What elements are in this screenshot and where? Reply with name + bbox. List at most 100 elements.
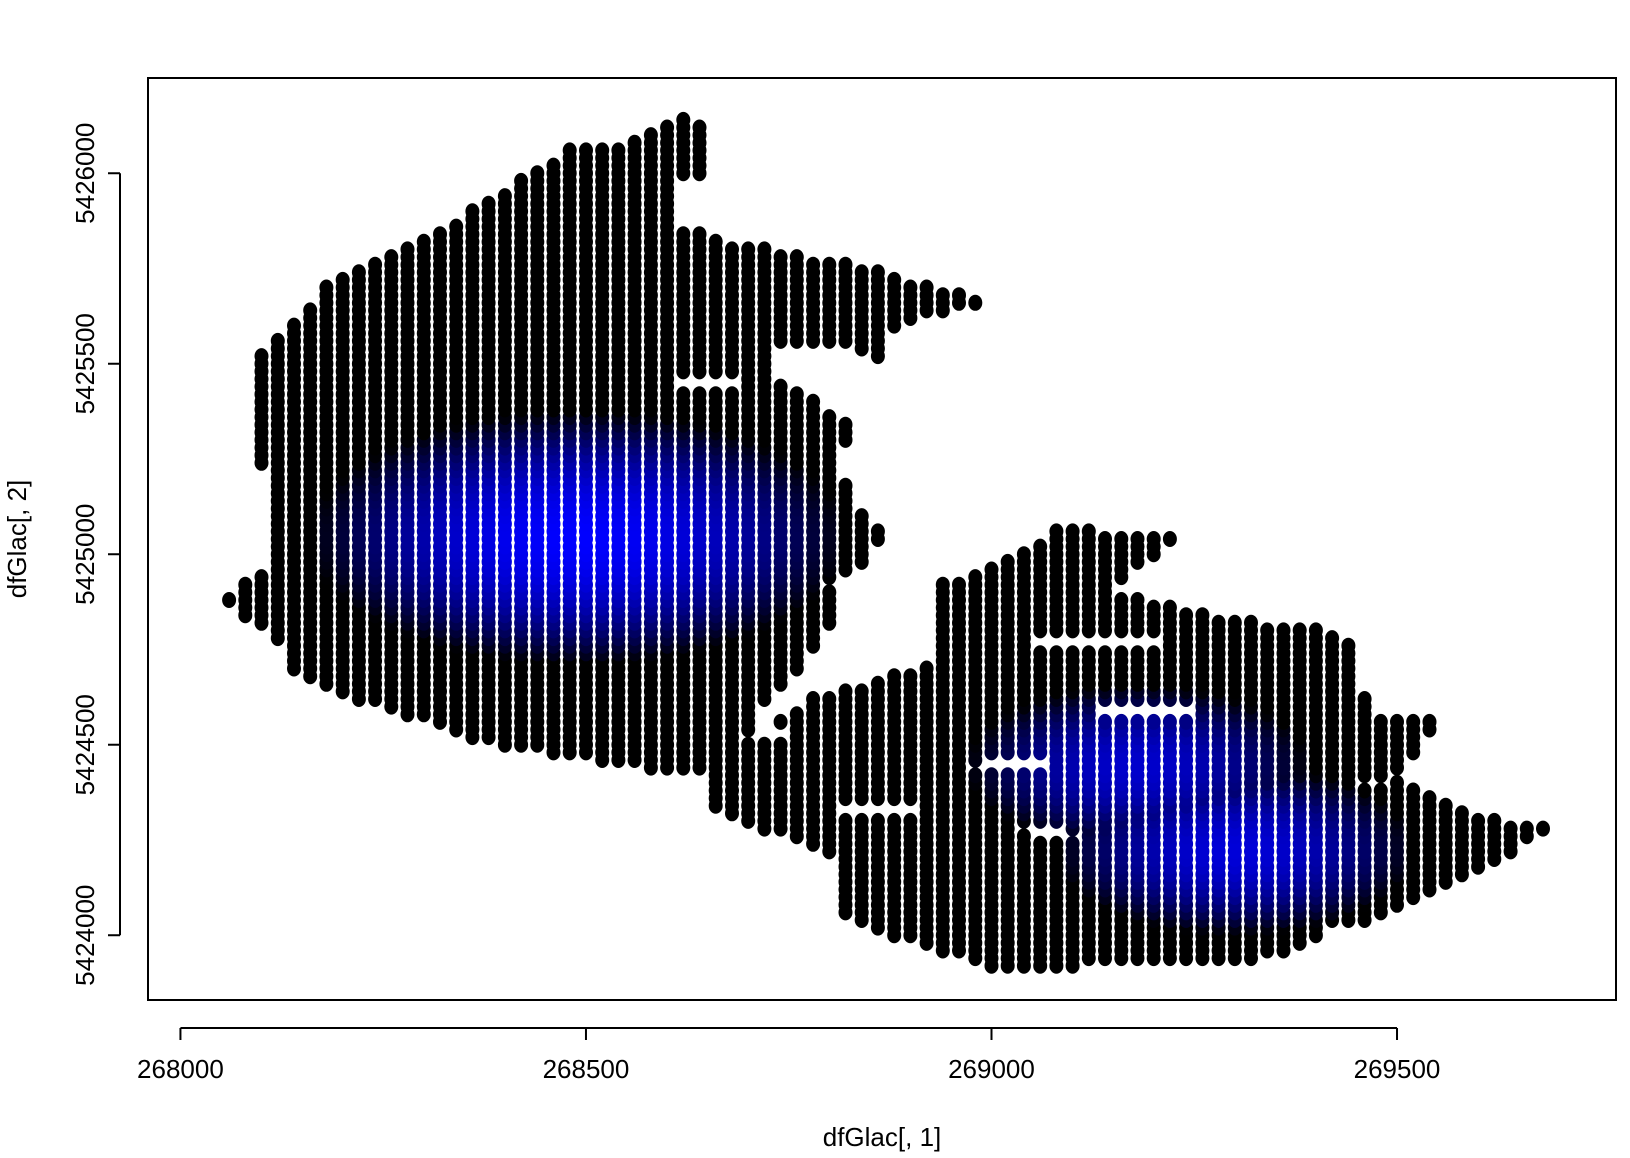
data-point xyxy=(838,683,853,700)
data-point xyxy=(870,812,885,829)
data-point xyxy=(1065,835,1080,852)
data-point xyxy=(1146,713,1161,730)
data-point xyxy=(757,736,772,753)
x-tick-label: 268000 xyxy=(137,1054,224,1084)
data-point xyxy=(1000,767,1015,784)
data-point xyxy=(887,668,902,685)
data-point xyxy=(741,736,756,753)
data-point xyxy=(1146,599,1161,616)
x-axis-label: dfGlac[, 1] xyxy=(823,1122,942,1152)
data-point xyxy=(1016,546,1031,563)
data-point xyxy=(773,378,788,395)
data-point xyxy=(400,241,415,258)
data-point xyxy=(1114,592,1129,608)
data-point xyxy=(481,195,496,212)
data-point xyxy=(870,523,885,540)
data-point xyxy=(838,416,853,433)
data-point xyxy=(838,256,853,273)
data-point xyxy=(643,127,658,144)
data-point xyxy=(335,271,350,288)
y-tick-label: 5424000 xyxy=(70,885,100,986)
data-point xyxy=(530,165,545,182)
y-tick-label: 5424500 xyxy=(70,694,100,795)
data-point xyxy=(1130,713,1145,730)
data-point xyxy=(919,279,934,296)
data-point xyxy=(1049,645,1064,662)
data-point xyxy=(692,386,707,403)
data-point xyxy=(903,812,918,829)
data-point xyxy=(238,576,253,593)
data-point xyxy=(1487,812,1502,829)
y-axis-label: dfGlac[, 2] xyxy=(2,480,32,599)
data-point xyxy=(1276,622,1291,639)
data-point xyxy=(303,302,318,319)
data-point xyxy=(935,287,950,304)
data-point xyxy=(1033,835,1048,852)
data-point xyxy=(1341,637,1356,654)
data-point xyxy=(1211,614,1226,631)
data-point xyxy=(319,279,334,296)
data-point xyxy=(1114,645,1129,662)
data-point xyxy=(1098,531,1112,547)
data-point xyxy=(1390,713,1404,730)
data-point xyxy=(1422,713,1437,730)
data-point xyxy=(368,256,383,273)
data-point xyxy=(870,675,885,692)
data-point xyxy=(789,386,804,403)
data-point xyxy=(854,812,869,829)
data-point xyxy=(222,592,237,608)
data-point xyxy=(433,226,447,243)
x-axis: 268000 268500 269000 269500 xyxy=(137,1027,1441,1084)
data-point xyxy=(1373,713,1388,730)
data-point xyxy=(676,226,691,243)
data-point xyxy=(1049,523,1064,540)
data-point xyxy=(1065,645,1080,662)
data-point xyxy=(741,241,756,258)
data-point xyxy=(708,386,723,403)
x-tick-label: 269500 xyxy=(1354,1054,1441,1084)
data-point xyxy=(838,477,853,494)
data-point xyxy=(822,691,837,707)
data-point xyxy=(1000,553,1015,570)
data-point xyxy=(887,271,902,288)
data-point xyxy=(903,668,918,685)
data-point xyxy=(1098,645,1112,662)
data-point xyxy=(1033,645,1048,662)
data-point xyxy=(806,393,821,410)
data-point xyxy=(984,561,999,578)
data-point xyxy=(270,332,285,349)
data-point xyxy=(627,134,642,151)
data-point xyxy=(1422,790,1437,807)
data-point xyxy=(416,233,431,250)
data-point xyxy=(1308,622,1323,639)
data-point xyxy=(1373,782,1388,799)
data-point xyxy=(1438,797,1453,814)
data-point xyxy=(822,409,837,426)
data-point xyxy=(351,264,366,281)
data-point xyxy=(789,706,804,723)
data-point xyxy=(1357,691,1372,707)
data-point xyxy=(1049,835,1064,852)
data-point xyxy=(465,203,480,220)
data-point xyxy=(254,569,269,586)
data-point xyxy=(806,691,821,707)
data-point xyxy=(1292,622,1307,639)
data-point xyxy=(887,812,902,829)
data-point xyxy=(968,569,983,586)
data-point xyxy=(1195,607,1210,624)
data-point xyxy=(1519,820,1534,837)
data-point xyxy=(1130,592,1145,608)
data-point xyxy=(1260,622,1275,639)
data-point xyxy=(968,294,983,311)
data-point xyxy=(854,508,869,525)
data-point xyxy=(1390,774,1404,791)
data-point xyxy=(1227,614,1242,631)
data-point xyxy=(1536,820,1550,837)
data-point xyxy=(789,249,804,266)
x-tick-label: 268500 xyxy=(543,1054,630,1084)
data-point xyxy=(773,713,788,730)
data-point xyxy=(822,584,837,601)
data-point xyxy=(903,279,918,296)
data-point xyxy=(497,188,512,205)
